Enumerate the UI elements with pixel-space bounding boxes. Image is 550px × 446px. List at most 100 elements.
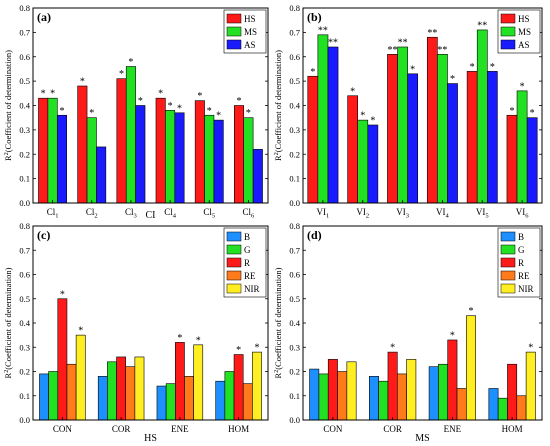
bar-AS-Cl2	[96, 146, 107, 204]
chart-panel-1: 0.0 0.1 0.2 0.3 0.4 0.5 0.6 0.7 0.8 R2(Coefficien…	[3, 3, 269, 221]
chart-panel-3: 0.0 0.1 0.2 0.3 0.4 0.5 0.6 0.7 0.8 R2(Coefficien…	[3, 221, 269, 444]
significance-mark: *	[254, 343, 259, 354]
bar-NIR-HOM	[525, 351, 536, 421]
y-tick-label: 0.7	[289, 27, 300, 37]
significance-mark: *	[509, 106, 514, 117]
y-tick-label: 0.6	[19, 52, 30, 62]
significance-mark: *	[370, 116, 375, 127]
significance-mark: **	[318, 25, 328, 36]
x-tick-label: VI2	[356, 207, 369, 220]
bar-NIR-CON	[346, 361, 357, 421]
bar-B-CON	[39, 373, 49, 421]
legend-label-MS: MS	[518, 27, 531, 37]
bar-MS-Cl4	[165, 110, 176, 204]
bar-AS-VI5	[486, 71, 498, 204]
y-tick-label: 0.4	[19, 318, 30, 328]
bar-B-COR	[97, 376, 108, 421]
legend-swatch-R	[500, 257, 516, 268]
significance-mark: *	[78, 326, 83, 337]
significance-mark: *	[450, 330, 455, 341]
chart-panel-2: 0.0 0.1 0.2 0.3 0.4 0.5 0.6 0.7 0.8 R2(Coefficien…	[273, 3, 543, 220]
legend-label-G: G	[518, 245, 525, 255]
y-tick-label: 0.8	[289, 3, 300, 13]
bar-B-CON	[309, 368, 320, 421]
significance-mark: *	[177, 103, 182, 114]
significance-mark: **	[437, 45, 447, 56]
significance-mark: **	[427, 28, 437, 39]
bar-HS-VI1	[307, 75, 319, 204]
significance-mark: *	[528, 343, 533, 354]
x-tick-label: Cl6	[243, 207, 256, 220]
y-tick-label: 0.8	[19, 3, 30, 13]
bar-G-HOM	[224, 371, 235, 421]
bar-RE-CON	[337, 371, 348, 421]
bar-AS-VI4	[447, 83, 458, 204]
legend-label-NIR: NIR	[518, 284, 534, 294]
y-tick-label: 0.4	[19, 101, 30, 111]
y-tick-label: 0.1	[289, 391, 300, 401]
bar-R-HOM	[233, 354, 244, 421]
legend-label-AS: AS	[244, 40, 256, 50]
bar-HS-VI5	[466, 71, 478, 204]
significance-mark: *	[530, 108, 535, 119]
bar-MS-VI3	[397, 46, 408, 204]
x-tick-label: ENE	[444, 424, 462, 434]
y-tick-label: 0.0	[19, 198, 30, 208]
y-tick-label: 0.6	[289, 270, 300, 280]
bar-B-HOM	[215, 380, 226, 421]
significance-mark: *	[310, 67, 315, 78]
bar-HS-VI2	[347, 95, 359, 204]
y-tick-label: 0.1	[289, 174, 300, 184]
legend-label-RE: RE	[244, 271, 256, 281]
bar-B-COR	[369, 376, 379, 421]
legend-label-B: B	[244, 232, 250, 242]
y-tick-label: 0.3	[19, 125, 30, 135]
legend-swatch-G	[500, 244, 516, 255]
bar-RE-COR	[396, 373, 407, 421]
y-tick-label: 0.7	[19, 245, 30, 255]
bar-AS-Cl4	[174, 112, 185, 204]
legend-label-MS: MS	[244, 27, 257, 37]
bar-RE-CON	[66, 363, 77, 421]
plot-frame	[302, 225, 543, 421]
x-axis-label: CI	[146, 210, 156, 221]
bar-R-CON	[327, 359, 338, 421]
significance-mark: *	[246, 108, 251, 119]
bar-R-HOM	[507, 363, 518, 421]
y-tick-label: 0.7	[19, 27, 30, 37]
significance-mark: *	[236, 345, 241, 356]
y-tick-label: 0.6	[19, 270, 30, 280]
bar-R-ENE	[174, 342, 185, 421]
significance-mark: *	[237, 96, 242, 107]
legend-swatch-HS	[226, 13, 242, 24]
y-tick-label: 0.3	[289, 342, 300, 352]
panel-label: (a)	[37, 10, 51, 24]
significance-mark: *	[207, 106, 212, 117]
bar-NIR-CON	[75, 334, 86, 421]
y-tick-label: 0.5	[19, 294, 30, 304]
bar-HS-Cl1	[38, 97, 49, 204]
significance-mark: **	[328, 38, 338, 49]
significance-mark: *	[520, 81, 525, 92]
y-axis-label: R2(Coefficient of determination)	[273, 50, 283, 161]
significance-mark: *	[168, 101, 173, 112]
bar-NIR-ENE	[466, 315, 476, 421]
legend-label-HS: HS	[518, 14, 530, 24]
x-tick-label: Cl5	[203, 207, 215, 220]
legend-swatch-MS	[500, 26, 516, 37]
y-tick-label: 0.5	[19, 76, 30, 86]
bar-NIR-ENE	[193, 344, 204, 421]
y-tick-label: 0.4	[289, 318, 300, 328]
bar-R-COR	[387, 351, 398, 421]
y-tick-label: 0.1	[19, 391, 30, 401]
significance-mark: **	[398, 38, 408, 49]
x-tick-label: Cl4	[164, 207, 177, 220]
y-tick-label: 0.8	[289, 221, 300, 231]
significance-mark: *	[410, 64, 415, 75]
panel-label: (b)	[307, 10, 322, 24]
significance-mark: *	[128, 57, 133, 68]
x-tick-label: COR	[383, 424, 402, 434]
legend-label-G: G	[244, 245, 251, 255]
significance-mark: *	[50, 89, 55, 100]
bar-MS-VI2	[357, 119, 369, 204]
